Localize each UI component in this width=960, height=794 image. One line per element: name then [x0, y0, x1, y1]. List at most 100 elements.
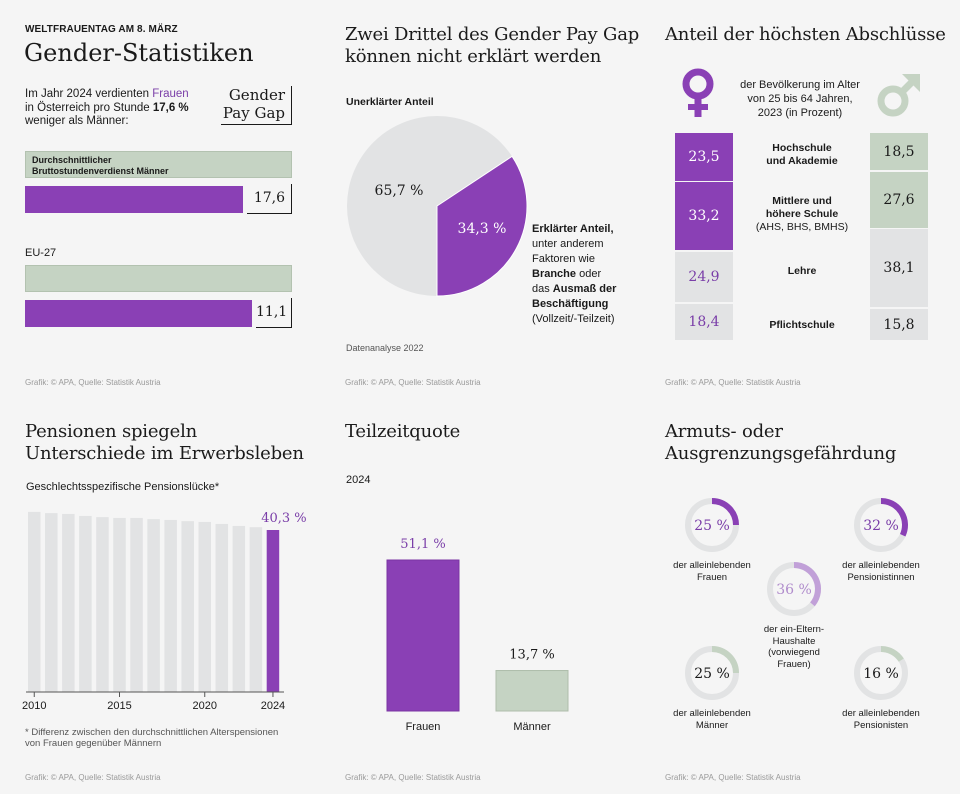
- donut-caption: der alleinlebenden Frauen: [652, 560, 772, 583]
- donut-caption-line: der alleinlebenden: [673, 560, 751, 571]
- men-reference-bar: Durchschnittlicher Bruttostundenverdiens…: [25, 151, 292, 178]
- eu-label: EU-27: [25, 247, 57, 259]
- education-row-label-line: (AHS, BHS, BMHS): [755, 220, 849, 233]
- parttime-year: 2024: [346, 474, 371, 486]
- pension-bar-2018: [164, 519, 177, 692]
- pension-bar-2017: [147, 519, 160, 692]
- panel-parttime: Teilzeitquote 2024 51,1 % Frauen 13,7 % Män…: [320, 397, 640, 794]
- explained-description: Erklärter Anteil, unter anderem Faktoren…: [532, 222, 640, 327]
- donut-value: 25 %: [694, 666, 730, 682]
- male-cell-1: 27,6: [870, 171, 928, 228]
- explained-label: Erklärter Anteil,: [532, 223, 614, 235]
- pension-title-line-1: Pensionen spiegeln: [25, 421, 198, 442]
- education-row-label-line: höhere Schule: [765, 207, 839, 220]
- education-row-label-line: Pflichtschule: [769, 318, 835, 331]
- female-cell-2: 24,9: [675, 251, 733, 303]
- donut-caption: der ein-Eltern- Haushalte (vorwiegend Fraue…: [734, 624, 854, 670]
- donut-caption-line: (vorwiegend: [768, 647, 820, 658]
- donut-caption: der alleinlebenden Pensionistinnen: [821, 560, 941, 583]
- parttime-chart: 51,1 % Frauen 13,7 % Männer: [386, 537, 569, 733]
- pie-title: Zwei Drittel des Gender Pay Gap können n…: [345, 24, 639, 68]
- panel-pension: Pensionen spiegeln Unterschiede im Erwer…: [0, 397, 320, 794]
- pension-subtitle: Geschlechtsspezifische Pensionslücke*: [26, 481, 220, 493]
- explained-line-1: unter anderem: [532, 238, 604, 250]
- poverty-title-line-1: Armuts- oder: [665, 421, 783, 442]
- female-symbol-icon: [682, 68, 714, 117]
- donut-value: 36 %: [776, 582, 812, 598]
- donut-caption-line: der alleinlebenden: [842, 708, 920, 719]
- donut-caption-line: der alleinlebenden: [842, 560, 920, 571]
- explained-das: das: [532, 283, 553, 295]
- pension-tick-label-2015: 2015: [107, 700, 131, 712]
- education-row-label-line: und Akademie: [766, 155, 838, 167]
- badge-line-1: Gender: [228, 86, 285, 104]
- pension-bar-2010: [28, 511, 41, 692]
- donut-arc: [711, 498, 739, 526]
- explained-branche: Branche: [532, 268, 577, 280]
- education-row-label: Lehre: [735, 265, 869, 278]
- education-row-label: Hochschule und Akademie: [735, 142, 869, 168]
- donut-arc: [880, 498, 908, 537]
- credit: Grafik: © APA, Quelle: Statistik Austria: [25, 378, 161, 387]
- intro-part-2: in Österreich pro Stunde: [25, 101, 153, 114]
- pie-label-explained: 34,3 %: [458, 221, 507, 237]
- donut-value: 32 %: [863, 518, 899, 534]
- gender-pay-gap-badge: Gender Pay Gap: [221, 86, 292, 125]
- credit: Grafik: © APA, Quelle: Statistik Austria: [25, 773, 161, 782]
- poverty-title: Armuts- oder Ausgrenzungsgefährdung: [665, 421, 896, 465]
- intro-highlight: Frauen: [152, 88, 189, 100]
- unexplained-label: Unerklärter Anteil: [346, 96, 434, 108]
- poverty-title-line-2: Ausgrenzungsgefährdung: [665, 443, 897, 464]
- credit: Grafik: © APA, Quelle: Statistik Austria: [665, 378, 801, 387]
- pension-footnote-line-2: von Frauen gegenüber Männern: [25, 738, 162, 749]
- education-row-label-line: Lehre: [787, 264, 817, 277]
- pie-chart: 65,7 % 34,3 %: [347, 116, 528, 297]
- education-row-label: Mittlere und höhere Schule (AHS, BHS, BMHS…: [735, 195, 869, 234]
- male-symbol-icon: [877, 74, 920, 117]
- pension-bar-2021: [215, 523, 229, 692]
- pension-footnote-line-1: * Differenz zwischen den durchschnittlic…: [25, 727, 279, 738]
- donut-caption: der alleinlebenden Pensionisten: [821, 708, 941, 731]
- education-title: Anteil der höchsten Abschlüsse: [665, 24, 946, 45]
- female-cell-3: 18,4: [675, 303, 733, 341]
- badge-line-2: Pay Gap: [222, 104, 285, 122]
- donut-value: 25 %: [694, 518, 730, 534]
- pension-bar-2022: [232, 525, 246, 692]
- poverty-donuts: 25 % 32 % 36 % 25 % 16 %: [685, 498, 908, 700]
- panel-pay-gap: WELTFRAUENTAG AM 8. MÄRZ Gender-Statisti…: [0, 0, 320, 397]
- male-cell-0: 18,5: [870, 133, 928, 171]
- panel-pie: Zwei Drittel des Gender Pay Gap können n…: [320, 0, 640, 397]
- panel-education: Anteil der höchsten Abschlüsse der Bevöl…: [640, 0, 960, 397]
- eu-gap-value: 11,1: [256, 298, 292, 328]
- male-cell-2: 38,1: [870, 229, 928, 308]
- pie-footnote: Datenanalyse 2022: [346, 343, 424, 353]
- donut-caption-line: Haushalte: [772, 635, 816, 647]
- education-subtitle: der Bevölkerung im Alter von 25 bis 64 J…: [730, 78, 870, 120]
- explained-line-2: Faktoren wie: [532, 253, 595, 265]
- pension-title: Pensionen spiegeln Unterschiede im Erwer…: [25, 421, 304, 465]
- pension-bar-2020: [198, 521, 211, 692]
- pension-tick-label-2010: 2010: [22, 700, 46, 712]
- pension-bar-2013: [79, 515, 92, 692]
- donut-arc: [793, 562, 821, 607]
- men-bar-label-2: Bruttostundenverdienst Männer: [32, 166, 169, 176]
- explained-oder: oder: [576, 268, 602, 280]
- credit: Grafik: © APA, Quelle: Statistik Austria: [345, 773, 481, 782]
- parttime-category-label: Männer: [513, 721, 551, 733]
- pension-bar-2011: [45, 513, 58, 692]
- donut-caption-line: Männer: [695, 719, 729, 731]
- subtitle-line-1: der Bevölkerung im Alter: [740, 79, 860, 91]
- parttime-value-label: 13,7 %: [509, 648, 554, 663]
- female-cell-0: 23,5: [675, 133, 733, 181]
- subtitle-line-3: 2023 (in Prozent): [757, 107, 843, 119]
- parttime-value-label: 51,1 %: [400, 537, 445, 552]
- donut-caption: der alleinlebenden Männer: [652, 708, 772, 731]
- donut-arc: [880, 646, 904, 662]
- education-row-label-line: Hochschule: [772, 142, 832, 154]
- austria-gap-value: 17,6: [247, 184, 292, 214]
- pension-bar-2019: [181, 521, 194, 692]
- eu-women-bar: [25, 300, 252, 327]
- intro-part-3: weniger als Männer:: [25, 115, 129, 127]
- austria-women-bar: [25, 186, 243, 213]
- subtitle-line-2: von 25 bis 64 Jahren,: [747, 93, 853, 105]
